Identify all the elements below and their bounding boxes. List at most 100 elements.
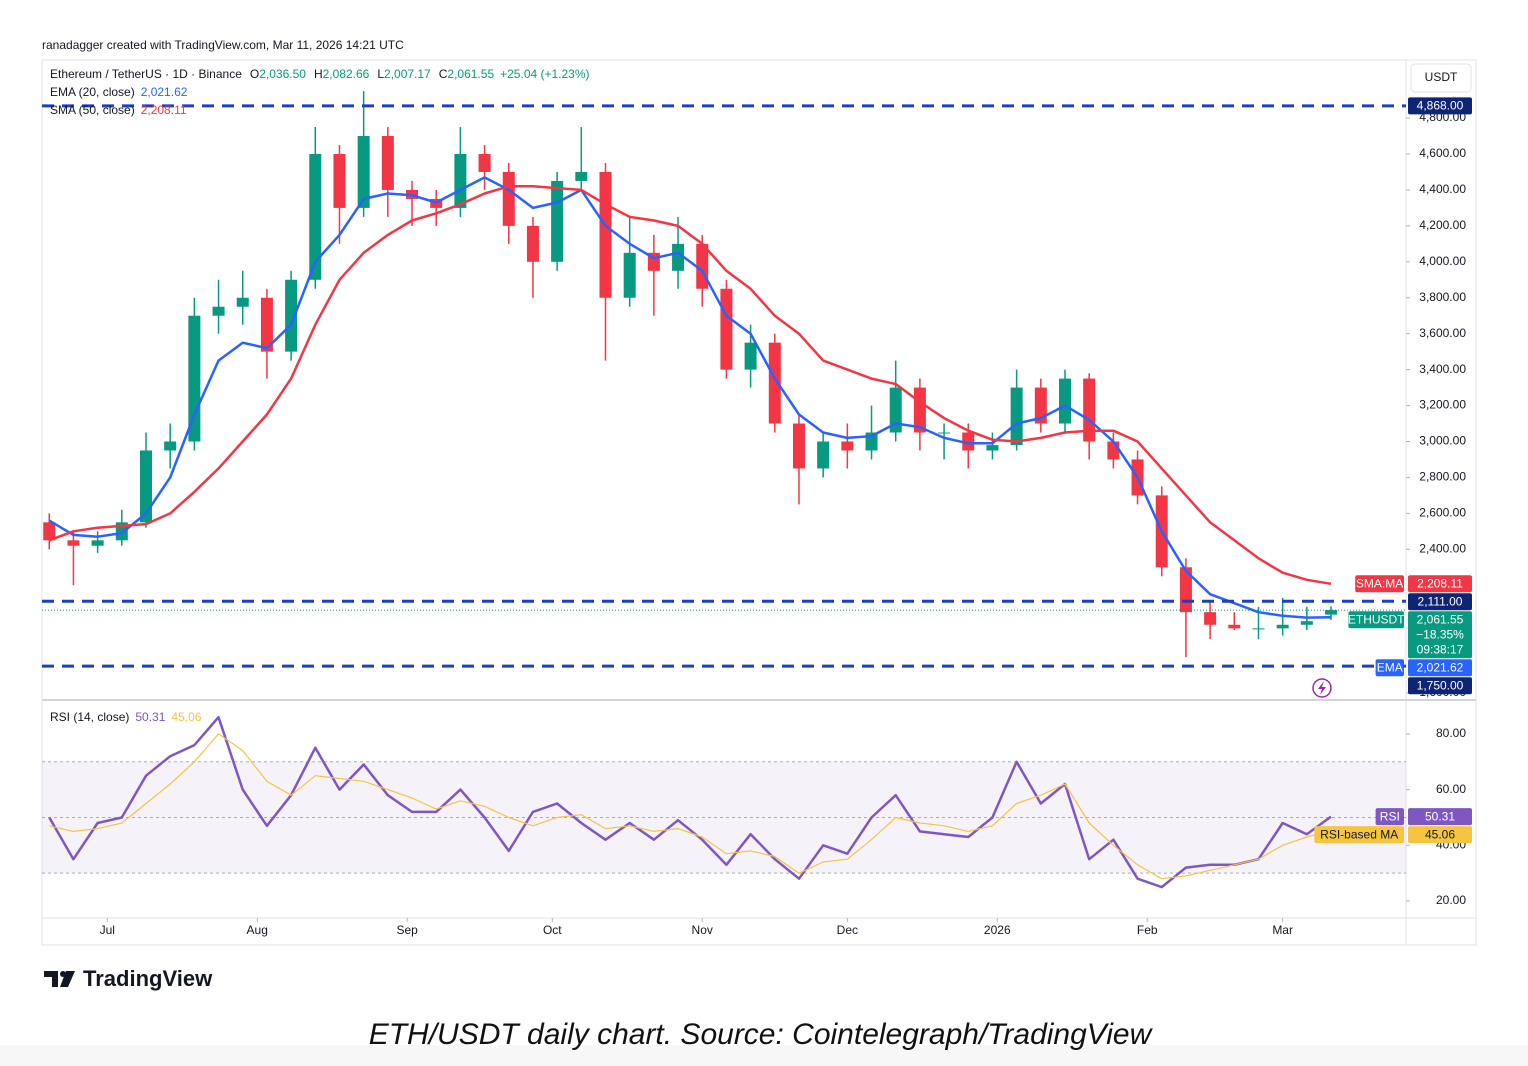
ohlc-key: C <box>439 67 448 81</box>
axis-tag-label: 4,868.00 <box>1417 99 1464 113</box>
x-tick-label: Aug <box>247 923 268 937</box>
x-tick-label: Sep <box>397 923 419 937</box>
ohlc-key: L <box>377 67 384 81</box>
axis-tag <box>1408 677 1472 695</box>
candle-body <box>962 432 975 451</box>
candle-body <box>381 136 394 190</box>
axis-tag <box>1408 97 1472 115</box>
candle-body <box>478 153 491 172</box>
candle-body <box>1034 387 1047 424</box>
candle-body <box>986 445 999 451</box>
legend-row: EMA (20, close) 2,021.62 <box>50 85 188 99</box>
candle-body <box>1083 378 1096 442</box>
candle-body <box>768 342 781 424</box>
candle-body <box>1204 612 1217 625</box>
y-tick-label: 3,400.00 <box>1419 362 1466 376</box>
legend-name: SMA (50, close) <box>50 103 135 117</box>
series-tag-name: ETHUSDT <box>1348 612 1405 626</box>
candle-body <box>260 297 273 352</box>
y-tick-label: 20.00 <box>1436 893 1466 907</box>
candle-body <box>720 288 733 370</box>
legend-row: RSI (14, close) 50.31 45.06 <box>50 710 202 724</box>
legend-value: 2,208.11 <box>141 103 187 117</box>
series-tag-name: RSI <box>1380 809 1400 823</box>
legend-value: 45.06 <box>171 710 201 724</box>
currency-button[interactable] <box>1410 63 1472 93</box>
x-tick-label: Mar <box>1272 923 1293 937</box>
plot-area <box>42 715 1406 889</box>
candle-body <box>1228 624 1241 629</box>
candle-body <box>309 153 322 280</box>
ohlc-value: 2,061.55 <box>447 67 494 81</box>
candle-body <box>67 540 80 546</box>
y-tick-label: 60.00 <box>1436 782 1466 796</box>
candle-body <box>43 522 56 541</box>
candle-body <box>841 441 854 451</box>
candle-body <box>236 297 249 307</box>
legend-symbol: Ethereum / TetherUS · 1D · Binance O2,036… <box>50 67 590 81</box>
y-tick-label: 4,200.00 <box>1419 218 1466 232</box>
series-line <box>49 733 1332 880</box>
axis-tag <box>1408 659 1472 677</box>
candle-body <box>285 279 298 352</box>
candle-body <box>672 243 685 271</box>
candle-body <box>599 171 612 298</box>
x-tick-label: Jul <box>100 923 115 937</box>
legend-value: 2,021.62 <box>141 85 188 99</box>
candle-body <box>817 441 830 469</box>
axis-tag-label: 2,021.62 <box>1417 660 1464 674</box>
candle-body <box>164 441 177 451</box>
plot-area <box>42 91 1406 658</box>
candle-body <box>575 171 588 181</box>
y-tick-label: 4,400.00 <box>1419 182 1466 196</box>
x-tick-label: Oct <box>543 923 562 937</box>
axis-tag-label: 45.06 <box>1425 827 1455 841</box>
axis-tag <box>1408 826 1472 844</box>
axis-tag <box>1408 593 1472 611</box>
candle-body <box>1107 441 1120 460</box>
logo: TradingView <box>44 966 213 991</box>
candle-body <box>744 342 757 370</box>
currency[interactable]: USDT <box>1425 70 1458 84</box>
y-tick-label: 3,800.00 <box>1419 290 1466 304</box>
candle-body <box>551 180 564 262</box>
legend-value: 50.31 <box>135 710 165 724</box>
axis-tag-label: 2,111.00 <box>1418 594 1463 608</box>
series-line <box>48 715 1332 889</box>
y-tick-label: 3,600.00 <box>1419 326 1466 340</box>
series-tag-name: SMA:MA <box>1356 576 1403 590</box>
axis-tag-label: 2,061.55 <box>1417 612 1464 626</box>
x-tick-label: Feb <box>1137 923 1158 937</box>
symbol: Ethereum / TetherUS · 1D · Binance <box>50 67 242 81</box>
ohlc-value: 2,082.66 <box>323 67 370 81</box>
candle-body <box>1276 624 1289 629</box>
candle-body <box>1300 621 1313 625</box>
axis-tag-line: −18.35% <box>1416 627 1464 641</box>
y-tick-label: 3,200.00 <box>1419 398 1466 412</box>
candle-body <box>938 432 951 434</box>
series-tag <box>1314 826 1404 844</box>
series-tag <box>1348 611 1404 629</box>
candle-body <box>1059 378 1071 424</box>
y-tick-label: 2,400.00 <box>1419 541 1466 555</box>
ohlc-value: 2,036.50 <box>259 67 306 81</box>
series-tag <box>1375 659 1404 677</box>
x-tick-label: Dec <box>837 923 858 937</box>
logo-text: TradingView <box>83 966 213 991</box>
candle-body <box>889 387 902 433</box>
alert-bolt <box>1318 681 1326 695</box>
ohlc-key: H <box>314 67 323 81</box>
alert-circle <box>1312 678 1332 698</box>
logo-mark <box>44 971 58 987</box>
series-tag-name: RSI-based MA <box>1320 827 1398 841</box>
candle-body <box>1325 610 1338 615</box>
footer-band <box>0 1045 1528 1066</box>
alert-icon[interactable] <box>1312 678 1332 698</box>
candle-body <box>1252 628 1265 630</box>
axis-tag-line: 09:38:17 <box>1417 642 1464 656</box>
axis-tag <box>1408 808 1472 826</box>
axis-tag-label: 2,208.11 <box>1417 576 1463 590</box>
ohlc-value: 2,007.17 <box>384 67 431 81</box>
